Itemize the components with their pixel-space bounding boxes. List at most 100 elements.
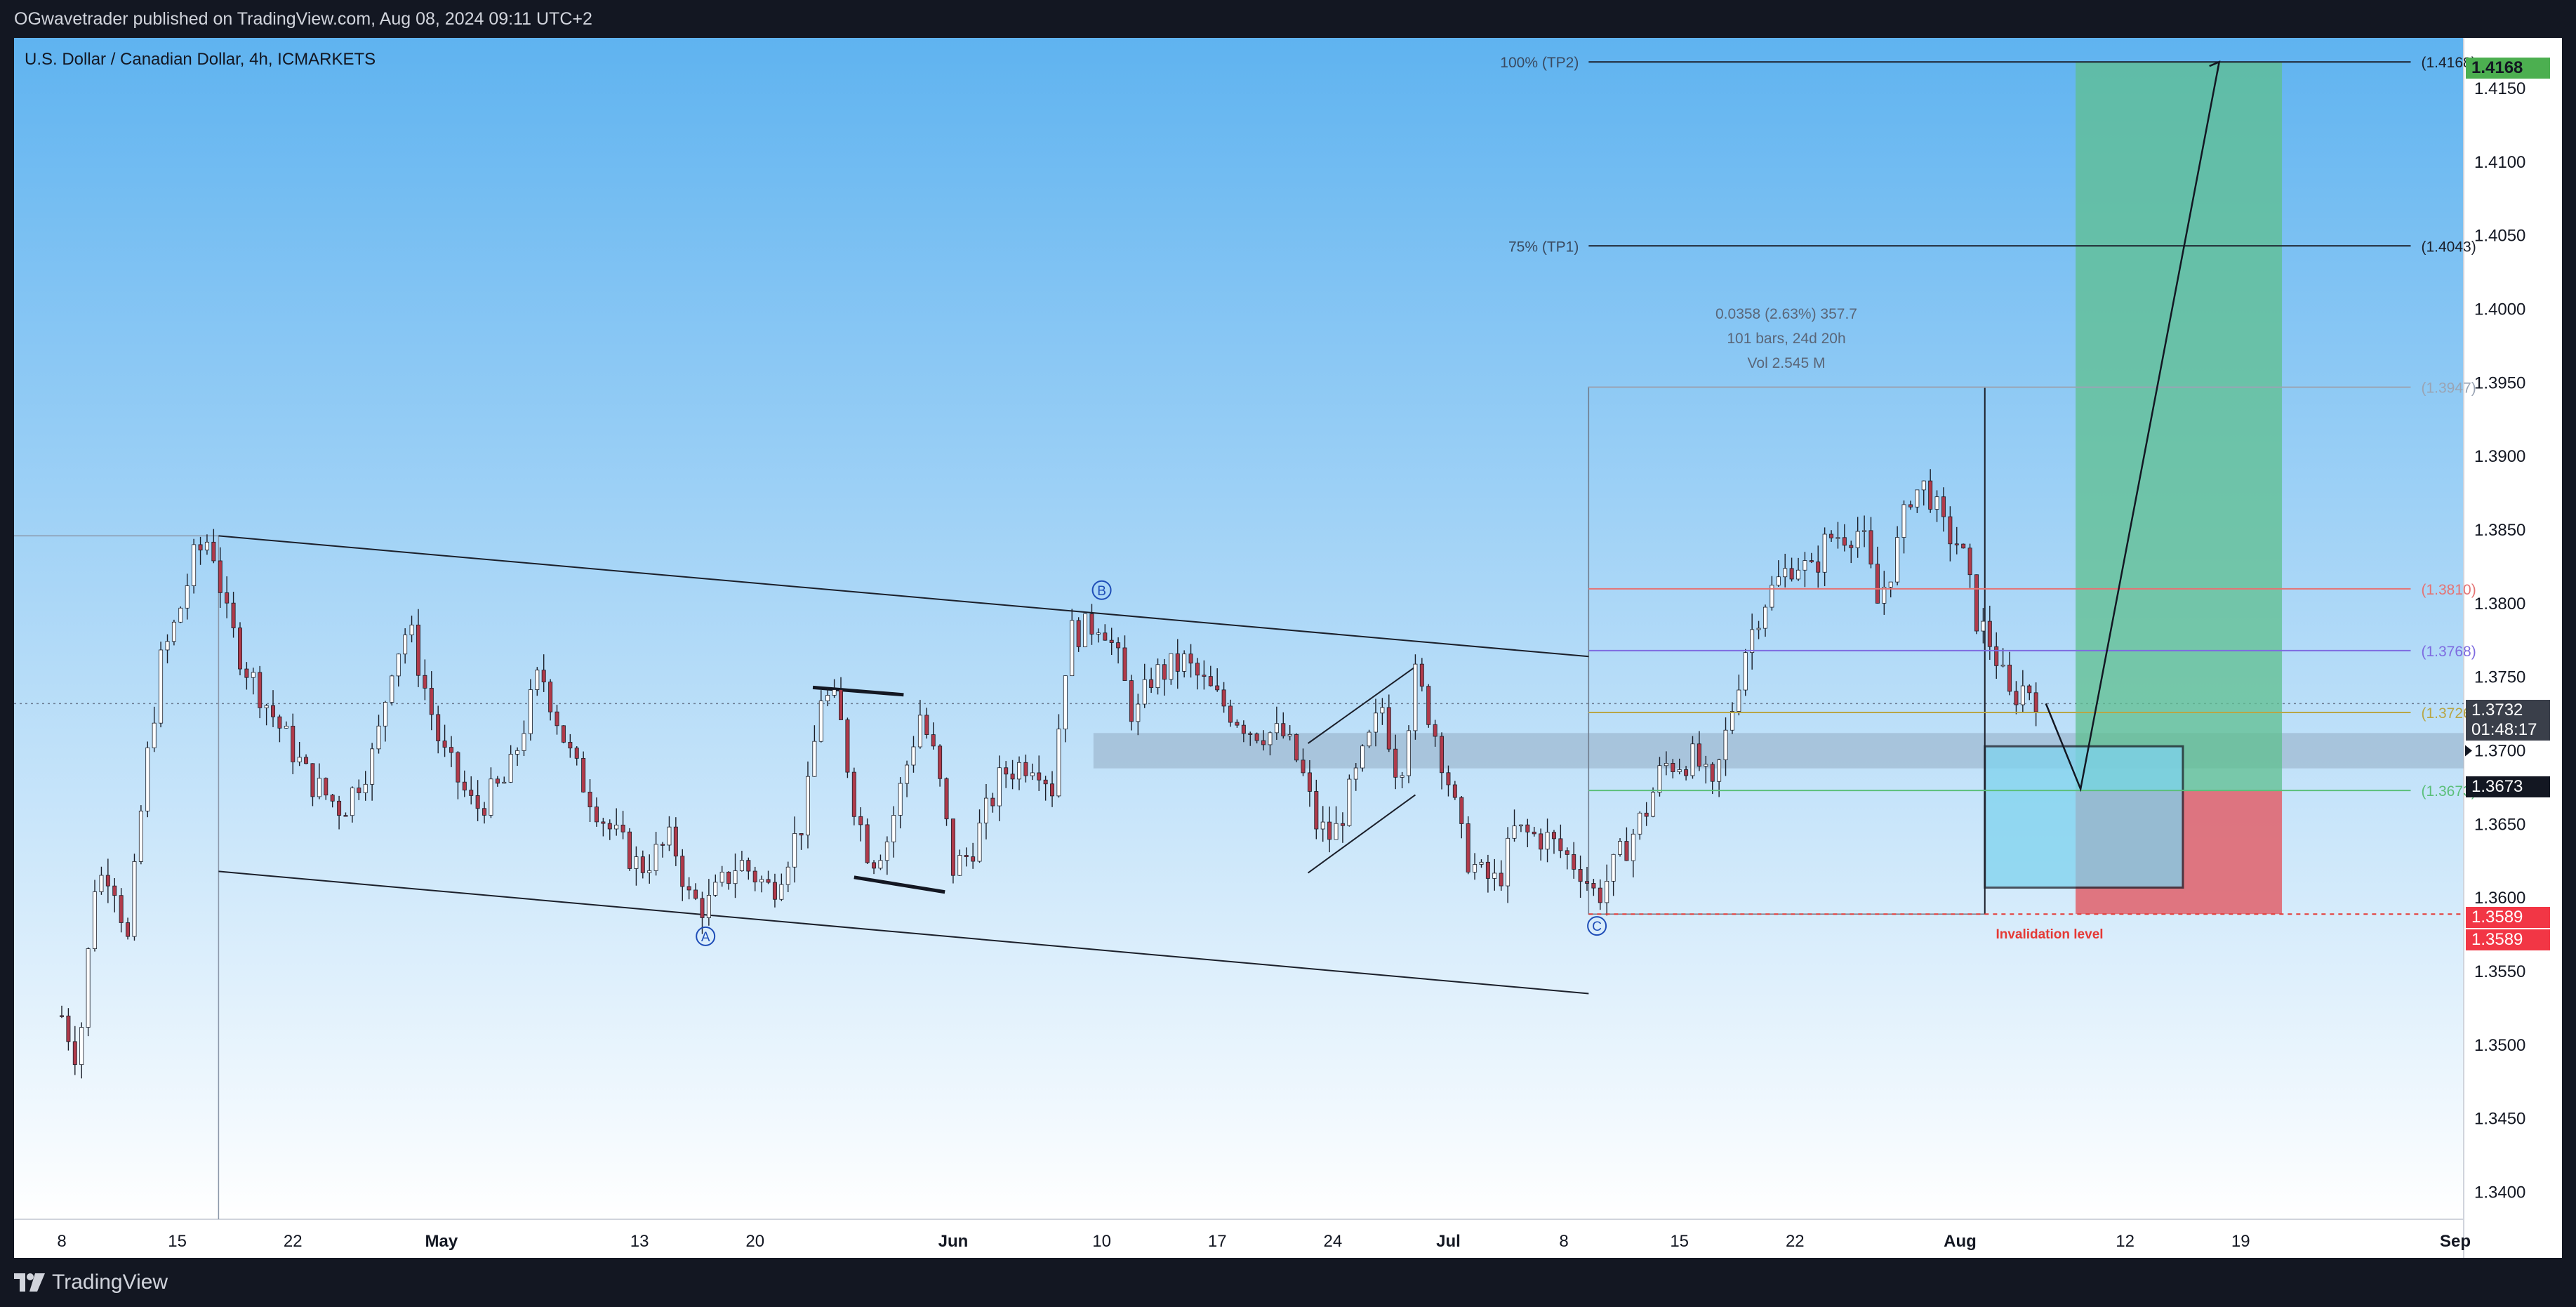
candle-up: [1545, 832, 1550, 850]
candle-up: [2000, 664, 2005, 667]
candle-up: [653, 844, 658, 871]
candle-down: [442, 741, 447, 748]
chart-frame[interactable]: 100% (TP2) (1.4168) 75% (TP1) (1.4043) (1.39…: [14, 38, 2562, 1258]
time-axis-background: [14, 1219, 2464, 1258]
candle-down: [429, 688, 434, 715]
candle-up: [614, 824, 619, 830]
candle-up: [93, 891, 98, 949]
candle-up: [1334, 823, 1339, 840]
candle-up: [667, 826, 672, 846]
candle-down: [1644, 812, 1649, 817]
x-tick-label: Sep: [2440, 1232, 2471, 1251]
chart-canvas[interactable]: 100% (TP2) (1.4168) 75% (TP1) (1.4043) (1.39…: [14, 38, 2562, 1258]
wave-label-a: A: [701, 930, 710, 945]
candle-up: [983, 797, 988, 823]
candle-up: [264, 705, 269, 708]
candle-down: [1572, 854, 1576, 870]
candle-up: [1934, 496, 1939, 510]
x-tick-label: 17: [1208, 1232, 1227, 1251]
candle-down: [462, 781, 467, 791]
candle-down: [126, 922, 131, 937]
publish-info-text: OGwavetrader published on TradingView.co…: [14, 9, 592, 29]
candle-down: [330, 795, 335, 802]
candle-up: [251, 672, 255, 678]
candle-up: [1169, 653, 1174, 680]
measure-line-1: 0.0358 (2.63%) 357.7: [1715, 306, 1857, 322]
tradingview-logo[interactable]: TradingView: [14, 1270, 168, 1294]
candle-down: [198, 544, 203, 551]
candle-down: [990, 797, 995, 807]
candle-down: [2007, 664, 2012, 692]
wave-label-c: C: [1592, 920, 1602, 934]
candle-down: [1710, 764, 1715, 782]
candle-up: [2020, 685, 2025, 705]
candle-down: [574, 748, 579, 759]
x-tick-label: 24: [1323, 1232, 1342, 1251]
level-label-1: 75% (TP1): [1508, 239, 1579, 255]
candle-down: [1994, 646, 1999, 666]
candle-up: [1030, 772, 1035, 776]
candle-down: [1037, 772, 1042, 781]
candle-down: [1419, 663, 1424, 687]
candle-up: [997, 767, 1002, 807]
level-value-0: (1.4168): [2422, 55, 2476, 71]
candle-up: [1895, 537, 1900, 583]
candle-down: [482, 808, 487, 816]
level-label-0: 100% (TP2): [1500, 55, 1579, 71]
candle-up: [297, 757, 302, 762]
y-tick-label: 1.3650: [2474, 815, 2525, 834]
level-value-6: (1.3673): [2422, 783, 2476, 800]
x-tick-label: Jun: [938, 1232, 969, 1251]
candle-up: [1142, 679, 1147, 705]
candle-up: [1373, 712, 1378, 733]
candle-up: [185, 585, 190, 609]
candle-up: [515, 750, 520, 755]
candle-up: [1690, 743, 1695, 776]
candle-down: [1875, 564, 1880, 604]
candle-up: [159, 649, 164, 724]
candle-up: [1882, 587, 1887, 604]
candle-up: [884, 841, 889, 861]
candle-up: [977, 822, 982, 862]
publish-header: OGwavetrader published on TradingView.co…: [0, 0, 2576, 38]
wave-label-circle-b: [1091, 580, 1112, 600]
candle-up: [1901, 504, 1906, 538]
candle-up: [805, 776, 810, 836]
candle-down: [1697, 743, 1701, 767]
candle-down: [1961, 543, 1966, 549]
candle-down: [1849, 545, 1854, 548]
candle-down: [218, 560, 223, 593]
candle-up: [713, 882, 718, 896]
invalidation-label: Invalidation level: [1996, 927, 2103, 942]
candle-up: [1320, 821, 1325, 830]
candle-up: [779, 884, 784, 900]
candle-up: [86, 948, 91, 1028]
channel-upper-line: [218, 535, 1589, 658]
x-tick-label: 22: [284, 1232, 303, 1251]
candle-down: [1340, 823, 1345, 826]
y-tick-label: 1.3550: [2474, 962, 2525, 981]
candle-up: [178, 607, 183, 623]
candle-down: [1235, 722, 1240, 726]
candle-down: [1010, 774, 1015, 780]
candle-down: [1485, 861, 1490, 879]
candle-down: [938, 745, 943, 779]
candle-down: [1928, 480, 1933, 510]
candle-down: [1585, 881, 1589, 884]
candle-down: [1829, 533, 1834, 538]
candle-down: [2014, 691, 2019, 705]
candle-up: [1835, 537, 1840, 539]
candle-down: [726, 871, 731, 884]
candle-down: [1426, 686, 1431, 725]
candle-down: [581, 757, 586, 792]
candle-up: [145, 747, 150, 811]
candle-up: [535, 670, 540, 690]
candle-down: [924, 715, 929, 735]
candle-down: [1109, 639, 1114, 643]
candle-up: [132, 861, 137, 937]
candle-down: [1248, 733, 1253, 735]
candle-down: [1532, 831, 1536, 835]
candle-up: [1776, 576, 1781, 586]
x-tick-label: 19: [2231, 1232, 2250, 1251]
candle-down: [964, 855, 969, 857]
